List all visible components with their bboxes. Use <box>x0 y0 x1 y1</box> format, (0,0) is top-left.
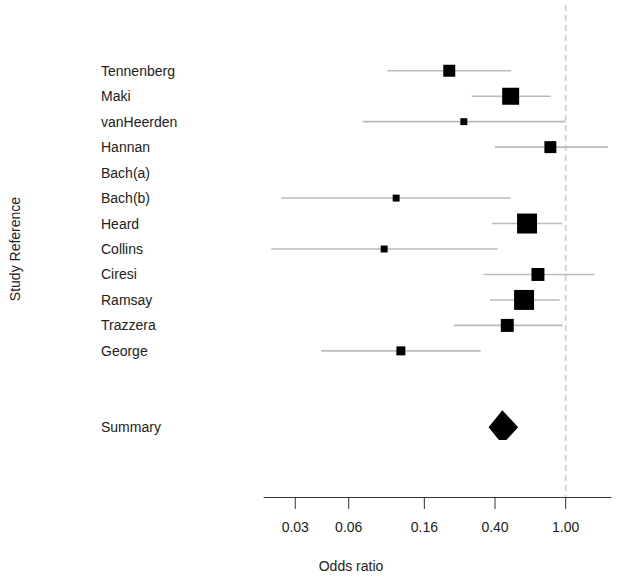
svg-text:Ciresi: Ciresi <box>101 266 137 282</box>
svg-text:0.03: 0.03 <box>282 519 309 535</box>
svg-text:Collins: Collins <box>101 241 143 257</box>
svg-text:vanHeerden: vanHeerden <box>101 114 177 130</box>
svg-text:Ramsay: Ramsay <box>101 292 152 308</box>
svg-text:Summary: Summary <box>101 419 161 435</box>
svg-text:Bach(b): Bach(b) <box>101 190 150 206</box>
svg-text:George: George <box>101 343 148 359</box>
svg-text:Tennenberg: Tennenberg <box>101 63 175 79</box>
svg-text:Study Reference: Study Reference <box>7 197 23 301</box>
svg-text:Bach(a): Bach(a) <box>101 165 150 181</box>
svg-text:0.06: 0.06 <box>335 519 362 535</box>
svg-text:Maki: Maki <box>101 88 131 104</box>
svg-text:1.00: 1.00 <box>552 519 579 535</box>
svg-text:Odds ratio: Odds ratio <box>319 558 384 574</box>
svg-text:0.40: 0.40 <box>481 519 508 535</box>
svg-text:Trazzera: Trazzera <box>101 317 156 333</box>
svg-text:Hannan: Hannan <box>101 139 150 155</box>
svg-text:0.16: 0.16 <box>411 519 438 535</box>
svg-text:Heard: Heard <box>101 216 139 232</box>
